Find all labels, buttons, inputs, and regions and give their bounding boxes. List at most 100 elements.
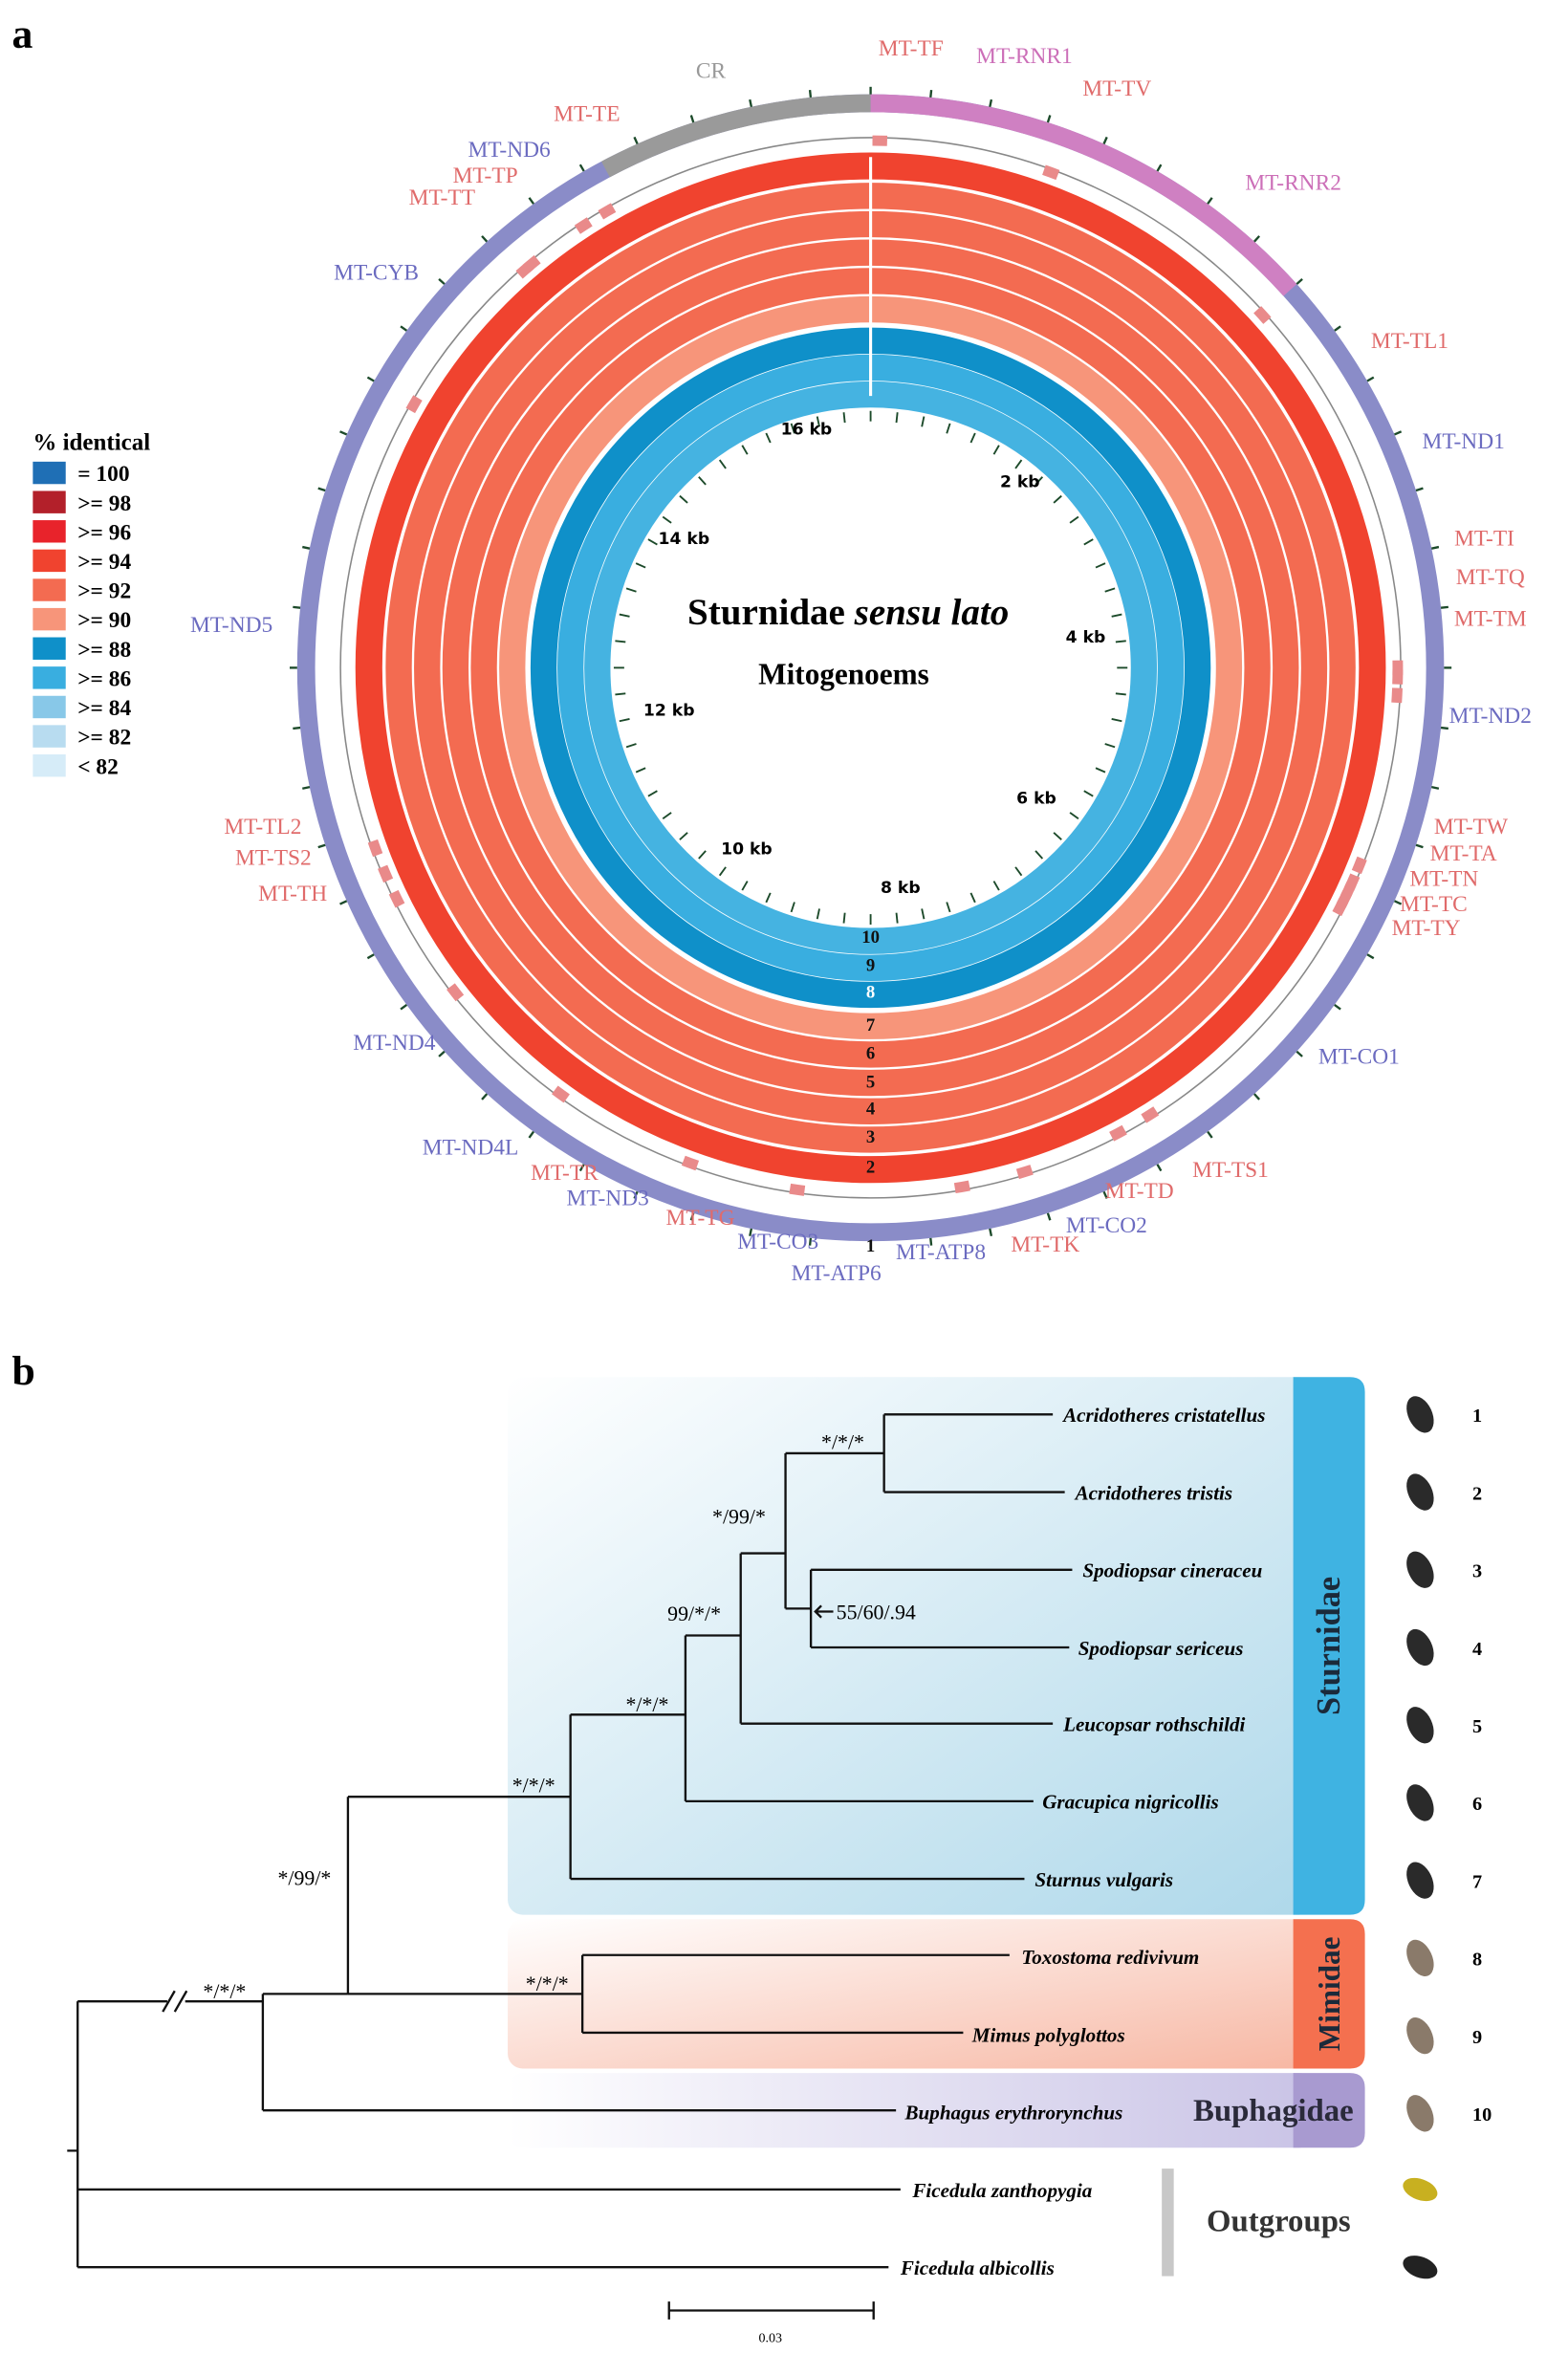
tick — [1014, 459, 1023, 469]
tick — [615, 692, 626, 696]
tick — [679, 832, 688, 840]
tick — [662, 515, 672, 524]
tick — [481, 235, 489, 243]
tick — [438, 1050, 446, 1057]
tick — [625, 743, 637, 749]
panel-label: a — [11, 11, 33, 57]
tick — [1156, 163, 1163, 172]
image-number: 7 — [1472, 1871, 1482, 1892]
legend-label: = 100 — [77, 462, 129, 487]
family-label: Mimidae — [1313, 1936, 1346, 2051]
tick — [1046, 1212, 1052, 1221]
ring-number: 3 — [866, 1127, 875, 1147]
image-number: 2 — [1472, 1483, 1482, 1504]
tick — [647, 790, 658, 797]
legend-label: >= 94 — [77, 550, 131, 575]
tick — [317, 487, 326, 492]
legend-label: >= 98 — [77, 491, 131, 516]
tick — [293, 726, 301, 730]
tick — [946, 423, 951, 434]
gene-label: MT-ATP6 — [792, 1261, 882, 1286]
trna-mark — [388, 889, 405, 908]
tick — [765, 892, 772, 904]
tick — [689, 1212, 695, 1221]
gene-label: MT-RNR2 — [1245, 171, 1341, 196]
tick — [679, 494, 688, 504]
support-value: */*/* — [625, 1693, 668, 1716]
family-label: Sturnidae — [1311, 1577, 1347, 1715]
tick — [842, 912, 846, 924]
tick — [662, 812, 672, 820]
gene-label: MT-TA — [1430, 841, 1497, 866]
tick — [1111, 613, 1122, 618]
taxon: Leucopsar rothschildi — [1062, 1712, 1245, 1735]
tick — [895, 912, 899, 924]
trna-mark — [953, 1180, 970, 1194]
gene-label: MT-TL2 — [224, 815, 301, 839]
title-italic: sensu lato — [854, 592, 1010, 633]
ring-number: 1 — [866, 1236, 875, 1256]
tick — [528, 197, 535, 205]
family-bar — [1293, 2073, 1365, 2148]
trna-mark — [1391, 687, 1403, 704]
tick — [842, 412, 846, 424]
taxon: Acridotheres tristis — [1074, 1481, 1233, 1504]
gene-label: MT-TE — [554, 102, 620, 127]
gene-label: MT-ND1 — [1423, 429, 1505, 454]
taxon: Acridotheres cristatellus — [1061, 1404, 1265, 1427]
outgroups-label: Outgroups — [1207, 2205, 1351, 2239]
gene-label: MT-ND4 — [353, 1031, 436, 1056]
tick — [749, 1228, 753, 1236]
trna-mark — [598, 203, 617, 220]
sturnidae-box — [508, 1377, 1315, 1915]
legend-label: >= 88 — [77, 638, 131, 663]
bird-icon — [1403, 2256, 1438, 2279]
bird-icon — [1406, 1784, 1434, 1821]
tick — [1296, 1050, 1303, 1057]
gene-label: MT-TR — [531, 1161, 599, 1186]
trna-mark — [378, 864, 394, 883]
taxon: Toxostoma redivivum — [1021, 1946, 1199, 1969]
tick — [339, 430, 348, 436]
tick — [1102, 1190, 1108, 1199]
bird-icon — [1406, 1396, 1434, 1433]
tick — [1104, 743, 1116, 749]
tick — [1069, 812, 1079, 820]
trna-mark — [405, 395, 423, 414]
taxon: Sturnus vulgaris — [1034, 1868, 1173, 1891]
tick — [1104, 587, 1116, 593]
image-number: 9 — [1472, 2027, 1482, 2048]
tick — [1046, 115, 1052, 123]
gene-label: MT-TC — [1400, 892, 1468, 917]
tick — [816, 416, 820, 427]
trna-mark — [446, 983, 465, 1002]
gene-label: MT-TK — [1011, 1232, 1079, 1257]
legend-title: % identical — [33, 429, 150, 455]
image-number: 1 — [1472, 1406, 1482, 1427]
trna-mark — [574, 217, 593, 234]
bird-icon — [1406, 1473, 1434, 1511]
trna-mark — [1253, 306, 1272, 324]
ring-number: 4 — [866, 1099, 876, 1119]
tick — [1115, 640, 1126, 643]
legend-label: >= 86 — [77, 666, 131, 691]
tick — [969, 432, 976, 444]
tick — [718, 459, 727, 469]
tick — [1069, 515, 1079, 524]
legend-label: >= 92 — [77, 579, 131, 604]
tick — [400, 325, 408, 332]
bird-icon — [1403, 2177, 1438, 2202]
legend-swatch — [33, 753, 66, 777]
image-number: 3 — [1472, 1561, 1482, 1582]
legend-swatch — [33, 578, 66, 601]
tick — [1095, 562, 1106, 569]
trna-mark — [681, 1155, 700, 1171]
bird-icon — [1406, 2016, 1434, 2055]
gene-label: CR — [696, 58, 727, 83]
tick — [929, 1237, 933, 1246]
family-bar — [1293, 1377, 1365, 1915]
image-number: 10 — [1472, 2104, 1492, 2125]
gene-label: MT-ND6 — [468, 138, 550, 163]
legend-label: < 82 — [77, 754, 119, 779]
tick — [635, 562, 646, 569]
